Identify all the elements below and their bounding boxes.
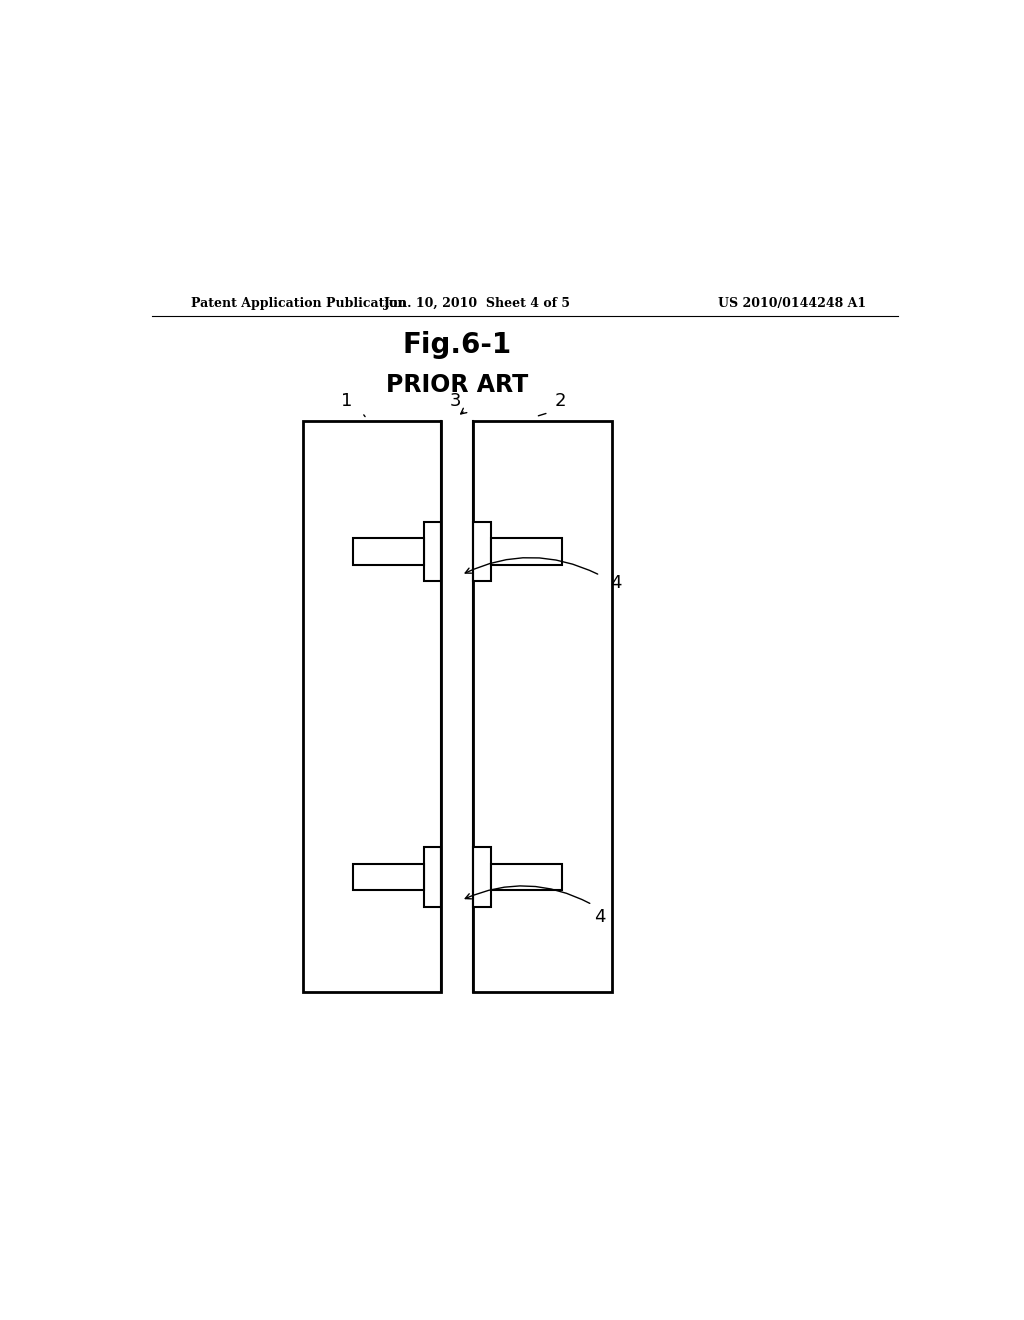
Bar — [473, 847, 490, 907]
Text: 2: 2 — [555, 392, 566, 409]
Bar — [424, 521, 441, 581]
Text: Fig.6-1: Fig.6-1 — [402, 331, 512, 359]
Bar — [424, 847, 441, 907]
Text: 4: 4 — [610, 574, 622, 593]
Text: 4: 4 — [595, 908, 606, 925]
Text: Jun. 10, 2010  Sheet 4 of 5: Jun. 10, 2010 Sheet 4 of 5 — [384, 297, 570, 310]
Bar — [352, 539, 424, 565]
Text: 1: 1 — [341, 392, 352, 409]
Text: Patent Application Publication: Patent Application Publication — [191, 297, 407, 310]
Bar — [473, 421, 612, 991]
Text: US 2010/0144248 A1: US 2010/0144248 A1 — [718, 297, 866, 310]
Text: 3: 3 — [450, 392, 461, 409]
Bar — [473, 521, 490, 581]
Bar — [303, 421, 441, 991]
Text: PRIOR ART: PRIOR ART — [386, 372, 528, 397]
Bar — [490, 539, 562, 565]
Bar — [352, 863, 424, 890]
Bar — [490, 863, 562, 890]
